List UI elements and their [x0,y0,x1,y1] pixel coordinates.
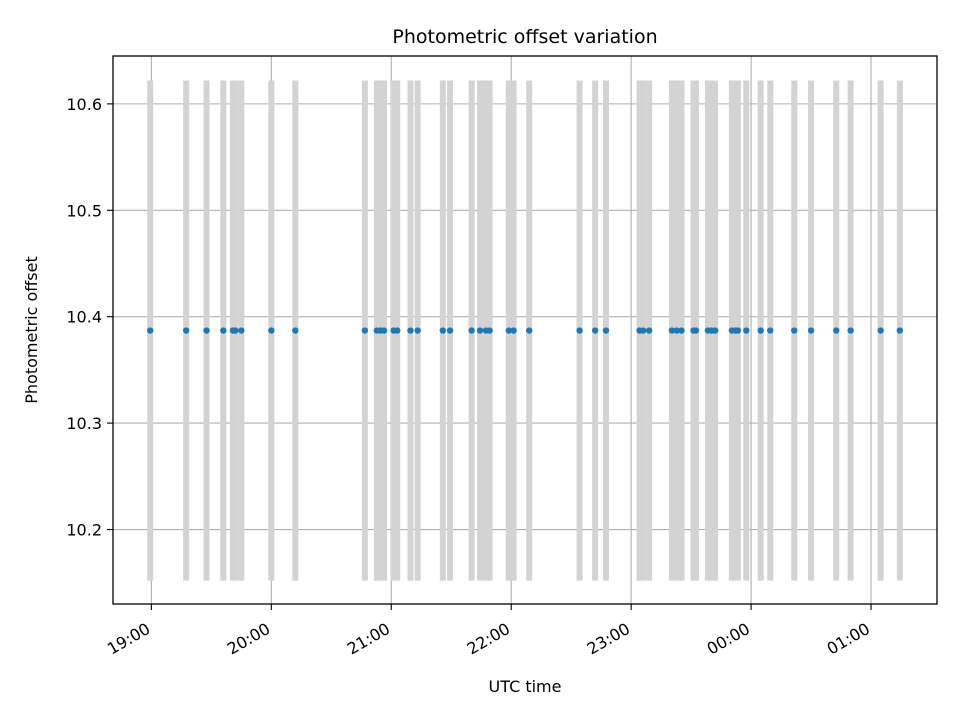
plot-frame [112,55,938,605]
y-tick-label: 10.3 [66,414,102,433]
data-point [446,327,454,334]
data-point [757,327,764,334]
data-point [767,327,774,334]
data-point [668,327,676,334]
data-point [505,327,513,334]
data-point [525,327,533,334]
data-point [877,327,884,334]
y-tick-label: 10.2 [66,521,102,540]
data-point [645,327,653,334]
data-point [414,327,421,334]
data-point [232,327,239,334]
data-points [146,327,904,334]
data-point [791,327,798,334]
data-point [486,327,493,334]
data-point [292,327,299,334]
data-point [468,327,475,334]
data-point [361,327,369,334]
data-point [220,327,227,334]
data-point [476,327,484,334]
data-point [394,327,401,334]
data-point [510,327,517,334]
data-point [639,327,647,334]
data-point [711,327,719,334]
chart-title: Photometric offset variation [392,26,657,48]
data-point [146,327,154,334]
y-tick-label: 10.4 [66,308,102,327]
data-point [591,327,599,334]
y-tick-label: 10.5 [66,201,102,220]
y-axis-label: Photometric offset [22,256,41,404]
data-point [847,327,854,334]
data-point [743,327,750,334]
data-point [203,327,210,334]
data-point [268,327,275,334]
data-point [576,327,583,334]
data-point [238,327,245,334]
data-point [380,327,388,334]
data-point [833,327,840,334]
data-point [182,327,190,334]
y-tick-label: 10.6 [66,95,102,114]
data-point [734,327,742,334]
data-point [807,327,815,334]
y-axis-ticks: 10.2 10.3 10.4 10.5 10.6 [66,95,113,540]
data-point [407,327,414,334]
data-point [439,327,447,334]
x-axis-label: UTC time [489,677,562,696]
data-point [602,327,610,334]
data-point [692,327,700,334]
data-point [673,327,680,334]
data-point [678,327,685,334]
data-point [896,327,904,334]
